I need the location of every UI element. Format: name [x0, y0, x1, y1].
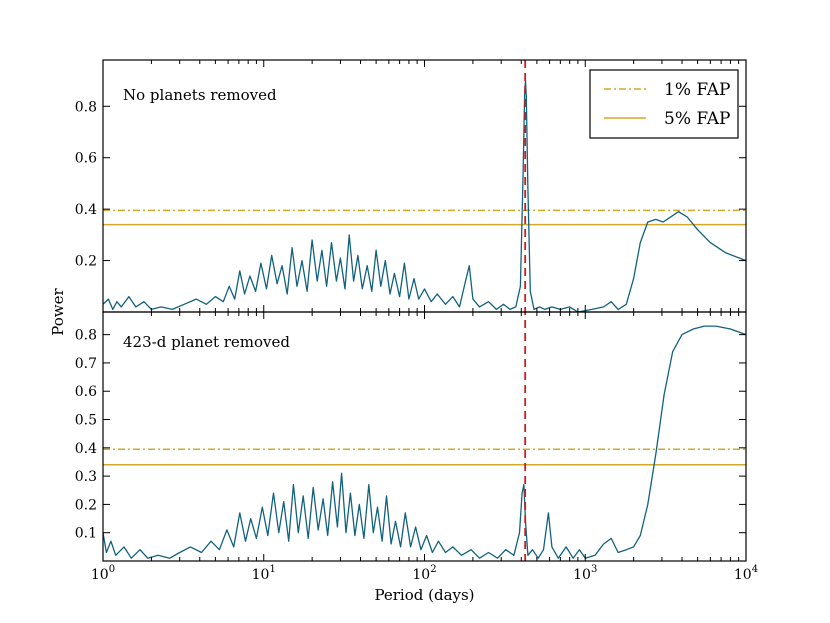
bottom-ytick-label: 0.8 [75, 328, 97, 344]
bottom-y-ticks: 0.1 0.2 0.3 0.4 0.5 0.6 0.7 0.8 [75, 328, 746, 542]
top-panel: 0.2 0.4 0.6 0.8 No planets removed [75, 79, 746, 312]
xtick-label: 104 [734, 564, 758, 583]
xtick-label: 100 [91, 564, 115, 583]
xtick-label-base: 10 [252, 567, 270, 583]
xtick-label-base: 10 [412, 567, 430, 583]
top-ytick-label: 0.8 [75, 99, 97, 115]
top-panel-label: No planets removed [123, 86, 277, 104]
xtick-label: 101 [252, 564, 276, 583]
xtick-label-exponent: 3 [591, 564, 597, 575]
xtick-label-exponent: 1 [269, 564, 275, 575]
bottom-panel: 0.1 0.2 0.3 0.4 0.5 0.6 0.7 0.8 423-d planet re… [75, 325, 746, 559]
xtick-label: 102 [412, 564, 436, 583]
xtick-label-base: 10 [573, 567, 591, 583]
x-ticks [102, 60, 740, 561]
x-axis-title: Period (days) [374, 586, 474, 604]
bottom-ytick-label: 0.6 [75, 384, 97, 400]
x-tick-labels: 100 101 102 103 104 [91, 564, 758, 583]
bottom-ytick-label: 0.7 [75, 356, 97, 372]
xtick-label-base: 10 [734, 567, 752, 583]
xtick-label: 103 [573, 564, 597, 583]
top-ytick-label: 0.2 [75, 254, 97, 270]
bottom-ytick-label: 0.5 [75, 413, 97, 429]
xtick-label-exponent: 4 [752, 564, 758, 575]
xtick-label-exponent: 0 [109, 564, 115, 575]
legend-label-5pct-fap: 5% FAP [664, 109, 730, 129]
bottom-ytick-label: 0.3 [75, 469, 97, 485]
bottom-ytick-label: 0.2 [75, 497, 97, 513]
bottom-ytick-label: 0.4 [75, 441, 97, 457]
top-ytick-label: 0.6 [75, 151, 97, 167]
y-axis-title: Power [49, 287, 67, 335]
bottom-panel-label: 423-d planet removed [123, 333, 290, 351]
bottom-ytick-label: 0.1 [75, 526, 97, 542]
bottom-periodogram-series [103, 325, 746, 559]
top-ytick-label: 0.4 [75, 202, 97, 218]
legend: 1% FAP 5% FAP [589, 69, 739, 139]
xtick-label-exponent: 2 [430, 564, 436, 575]
legend-box [589, 69, 739, 139]
top-y-ticks: 0.2 0.4 0.6 0.8 [75, 99, 746, 270]
xtick-label-base: 10 [91, 567, 109, 583]
legend-label-1pct-fap: 1% FAP [664, 80, 730, 100]
